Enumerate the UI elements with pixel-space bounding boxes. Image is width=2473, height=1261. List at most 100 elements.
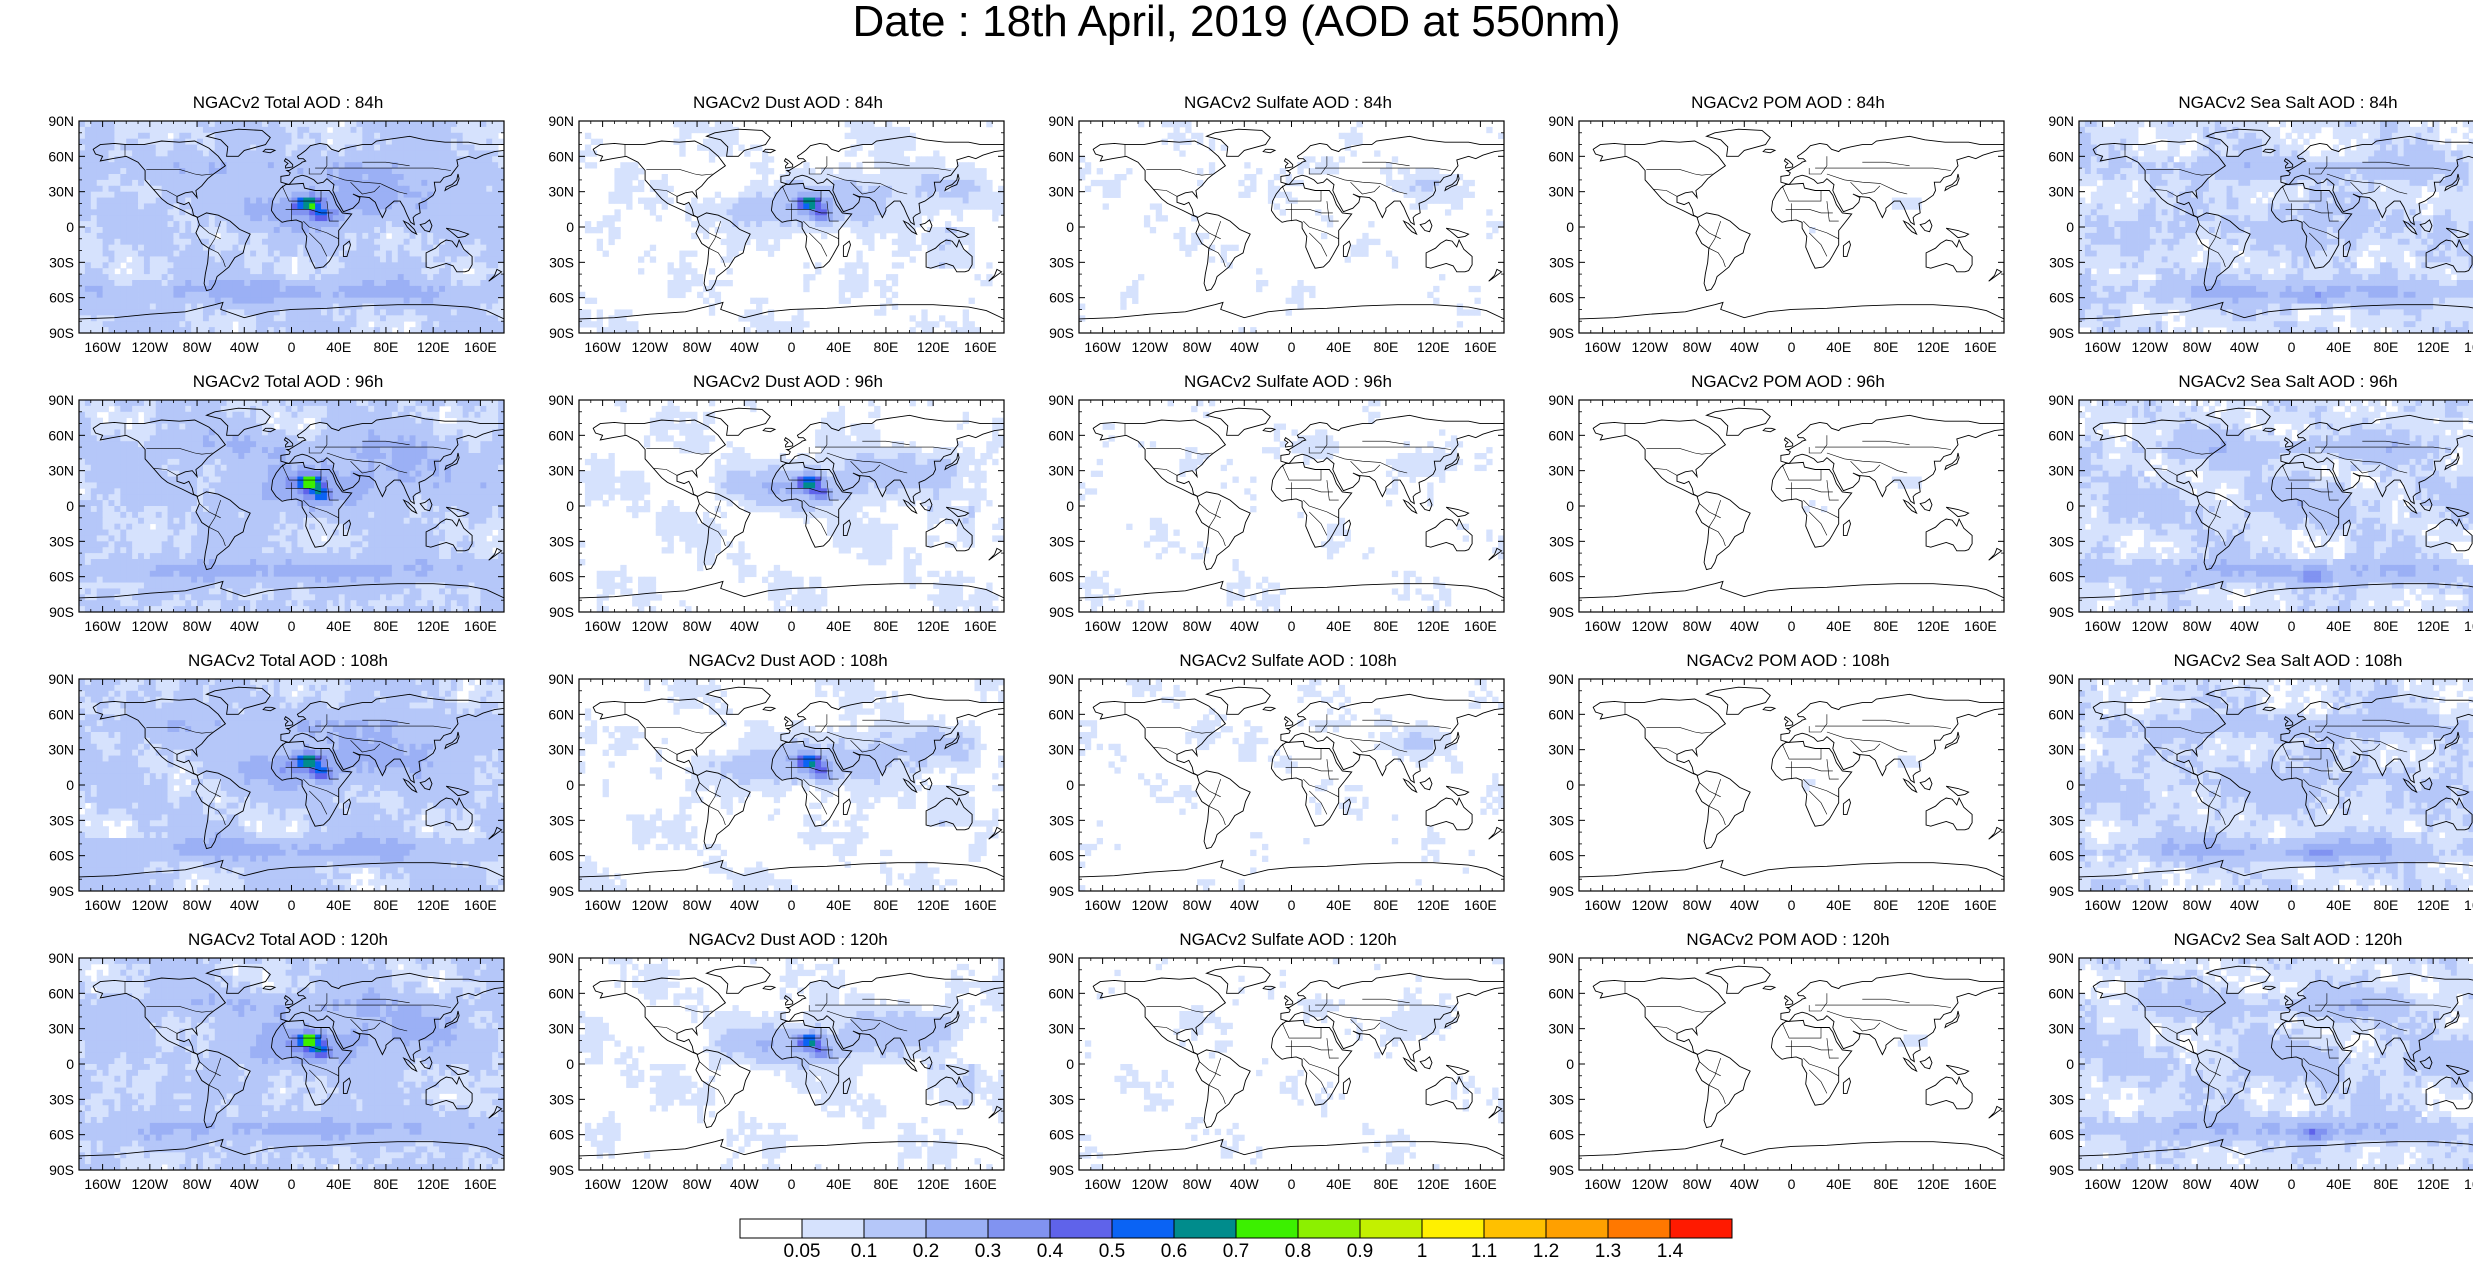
aod-cell [391, 209, 399, 216]
aod-cell [226, 203, 233, 210]
aod-cell [332, 168, 340, 175]
aod-cell [126, 297, 133, 304]
aod-cell [362, 244, 369, 251]
lon-tick-label: 160E [1464, 339, 1497, 355]
coastline [488, 268, 503, 282]
aod-cell [632, 185, 639, 193]
aod-cell [1486, 232, 1493, 240]
aod-cell [297, 291, 304, 299]
aod-cell [261, 291, 269, 299]
aod-cell [132, 121, 139, 128]
aod-cell [2409, 126, 2416, 134]
aod-cell [2096, 156, 2104, 163]
aod-cell [185, 244, 192, 251]
aod-cell [1250, 185, 1257, 193]
aod-cell [2303, 138, 2310, 145]
aod-cell [356, 291, 363, 299]
aod-cell [2220, 150, 2227, 157]
aod-cell [303, 309, 310, 316]
aod-cell [126, 250, 133, 257]
aod-cell [114, 126, 121, 134]
aod-cell [885, 156, 893, 163]
aod-cell [832, 191, 840, 198]
aod-cell [403, 144, 410, 151]
aod-cell [79, 162, 86, 169]
aod-cell [208, 179, 216, 187]
aod-cell [980, 197, 987, 204]
aod-cell [462, 238, 469, 246]
aod-cell [2350, 132, 2357, 140]
aod-cell [450, 174, 458, 181]
aod-cell [232, 280, 239, 287]
aod-cell [874, 227, 881, 234]
aod-cell [179, 244, 186, 251]
aod-cell [161, 126, 168, 134]
aod-cell [468, 327, 475, 334]
aod-cell [456, 174, 464, 181]
aod-cell [1179, 238, 1186, 246]
aod-cell [261, 185, 269, 193]
aod-cell [84, 132, 92, 140]
aod-cell [2374, 121, 2381, 128]
aod-cell [2267, 144, 2275, 151]
aod-cell [1197, 138, 1204, 145]
aod-cell [126, 232, 133, 240]
aod-cell [403, 244, 410, 251]
aod-cell [2368, 150, 2375, 157]
aod-cell [380, 327, 387, 334]
country-border [826, 173, 908, 195]
aod-cell [498, 162, 505, 169]
aod-cell [1439, 274, 1446, 281]
aod-cell [179, 315, 186, 322]
aod-cell [862, 215, 869, 222]
aod-cell [138, 138, 145, 145]
aod-cell [2332, 156, 2340, 163]
aod-cell [427, 215, 434, 222]
aod-cell [596, 238, 604, 246]
aod-cell [956, 227, 964, 234]
aod-cell [1450, 174, 1458, 181]
aod-cell [903, 244, 910, 251]
aod-cell [120, 303, 127, 310]
aod-cell [197, 268, 204, 275]
aod-cell [427, 291, 434, 299]
aod-cell [96, 274, 104, 281]
aod-cell [403, 285, 410, 293]
aod-cell [385, 321, 393, 328]
aod-cell [2197, 138, 2204, 145]
aod-cell [720, 280, 727, 287]
aod-cell [138, 262, 145, 269]
aod-cell [108, 221, 115, 228]
aod-cell [120, 268, 127, 275]
aod-cell [238, 197, 245, 204]
aod-cell [2108, 168, 2115, 175]
aod-cell [261, 191, 269, 198]
aod-cell [267, 138, 275, 145]
aod-cell [850, 262, 857, 269]
aod-cell [444, 197, 452, 204]
aod-cell [832, 227, 840, 234]
aod-cell [1456, 321, 1464, 328]
aod-cell [273, 162, 281, 169]
aod-cell [409, 156, 416, 163]
aod-cell [915, 203, 922, 210]
aod-cell [779, 185, 786, 193]
aod-cell [244, 280, 251, 287]
aod-cell [498, 291, 505, 299]
aod-cell [738, 144, 745, 151]
aod-cell [303, 215, 310, 222]
aod-cell [232, 297, 239, 304]
aod-cell [2315, 162, 2322, 169]
aod-cell [120, 297, 127, 304]
lon-tick-label: 40W [1730, 339, 1760, 355]
aod-cell [415, 203, 422, 210]
aod-cell [468, 144, 475, 151]
aod-cell [214, 203, 222, 210]
aod-cell [285, 215, 292, 222]
aod-cell [90, 174, 98, 181]
aod-cell [679, 250, 686, 257]
aod-cell [421, 121, 428, 128]
aod-cell [220, 121, 227, 128]
aod-cell [244, 215, 251, 222]
aod-cell [1185, 250, 1192, 257]
